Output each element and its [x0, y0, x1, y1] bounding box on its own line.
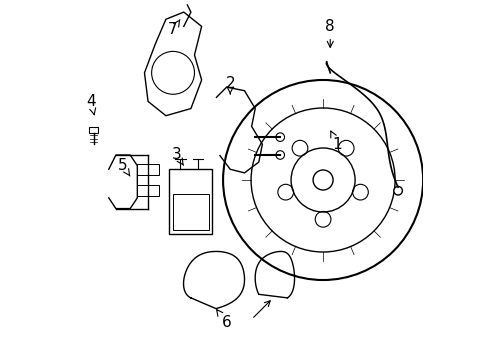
- Bar: [169, 169, 212, 234]
- Circle shape: [393, 186, 402, 195]
- Bar: [137, 185, 159, 196]
- Text: 5: 5: [118, 158, 130, 176]
- Bar: [89, 127, 98, 133]
- Text: 4: 4: [86, 94, 96, 115]
- Bar: [137, 164, 159, 175]
- Text: 6: 6: [216, 310, 231, 330]
- Bar: [173, 194, 208, 230]
- Text: 3: 3: [171, 148, 183, 165]
- Text: 1: 1: [330, 131, 342, 152]
- Text: 2: 2: [225, 76, 235, 94]
- Text: 8: 8: [325, 19, 334, 48]
- Text: 7: 7: [168, 20, 180, 37]
